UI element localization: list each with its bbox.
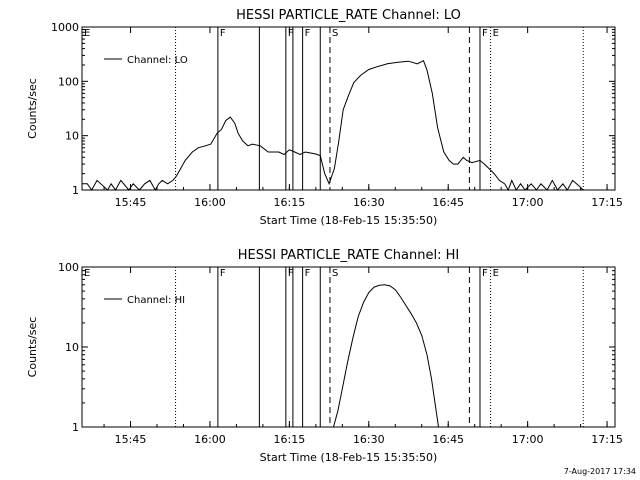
x-tick-label: 15:45	[115, 433, 147, 446]
series-line	[333, 284, 439, 428]
y-tick-label: 10	[65, 130, 79, 143]
x-tick-label: 16:00	[194, 196, 226, 209]
y-axis-label: Counts/sec	[26, 78, 39, 139]
x-axis-label: Start Time (18-Feb-15 15:35:50)	[260, 214, 438, 227]
footer-timestamp: 7-Aug-2017 17:34	[564, 467, 636, 476]
event-marker-label: E	[493, 268, 499, 279]
event-marker-label: F	[220, 268, 226, 279]
y-tick-label: 1000	[51, 21, 79, 34]
y-tick-label: 1	[72, 184, 79, 197]
x-axis-label: Start Time (18-Feb-15 15:35:50)	[260, 451, 438, 464]
event-marker-label: F	[305, 268, 311, 279]
event-marker-label: E	[493, 28, 499, 39]
event-marker-label: F	[288, 28, 294, 39]
event-marker-label: F	[482, 268, 488, 279]
event-marker-label: S	[332, 268, 338, 279]
x-tick-label: 17:15	[591, 433, 623, 446]
series-line	[82, 60, 584, 192]
plot-frame	[81, 266, 616, 428]
x-tick-label: 16:45	[432, 196, 464, 209]
x-tick-label: 16:30	[353, 433, 385, 446]
legend-label: Channel: HI	[127, 295, 185, 306]
chart-panel-2: HESSI PARTICLE_RATE Channel: HI Counts/se…	[26, 248, 623, 464]
x-tick-label: 15:45	[115, 196, 147, 209]
plot-frame	[81, 26, 616, 191]
x-tick-label: 16:15	[274, 196, 306, 209]
x-tick-label: 16:30	[353, 196, 385, 209]
y-axis-label: Counts/sec	[26, 317, 39, 378]
x-tick-label: 16:00	[194, 433, 226, 446]
y-tick-label: 100	[58, 261, 79, 274]
event-marker-label: E	[84, 268, 90, 279]
x-tick-label: 17:00	[512, 433, 544, 446]
y-tick-label: 1	[72, 421, 79, 434]
x-tick-label: 17:15	[591, 196, 623, 209]
x-tick-label: 16:45	[432, 433, 464, 446]
chart-title: HESSI PARTICLE_RATE Channel: LO	[236, 8, 461, 23]
y-tick-label: 10	[65, 341, 79, 354]
event-marker-label: E	[84, 28, 90, 39]
x-tick-label: 17:00	[512, 196, 544, 209]
chart-title: HESSI PARTICLE_RATE Channel: HI	[238, 248, 459, 263]
chart-panel-1: HESSI PARTICLE_RATE Channel: LO Counts/se…	[26, 8, 623, 227]
event-marker-label: F	[288, 268, 294, 279]
event-marker-label: S	[332, 28, 338, 39]
event-marker-label: F	[305, 28, 311, 39]
x-tick-label: 16:15	[274, 433, 306, 446]
legend-label: Channel: LO	[127, 55, 188, 66]
y-tick-label: 100	[58, 75, 79, 88]
event-marker-label: F	[220, 28, 226, 39]
event-marker-label: F	[482, 28, 488, 39]
